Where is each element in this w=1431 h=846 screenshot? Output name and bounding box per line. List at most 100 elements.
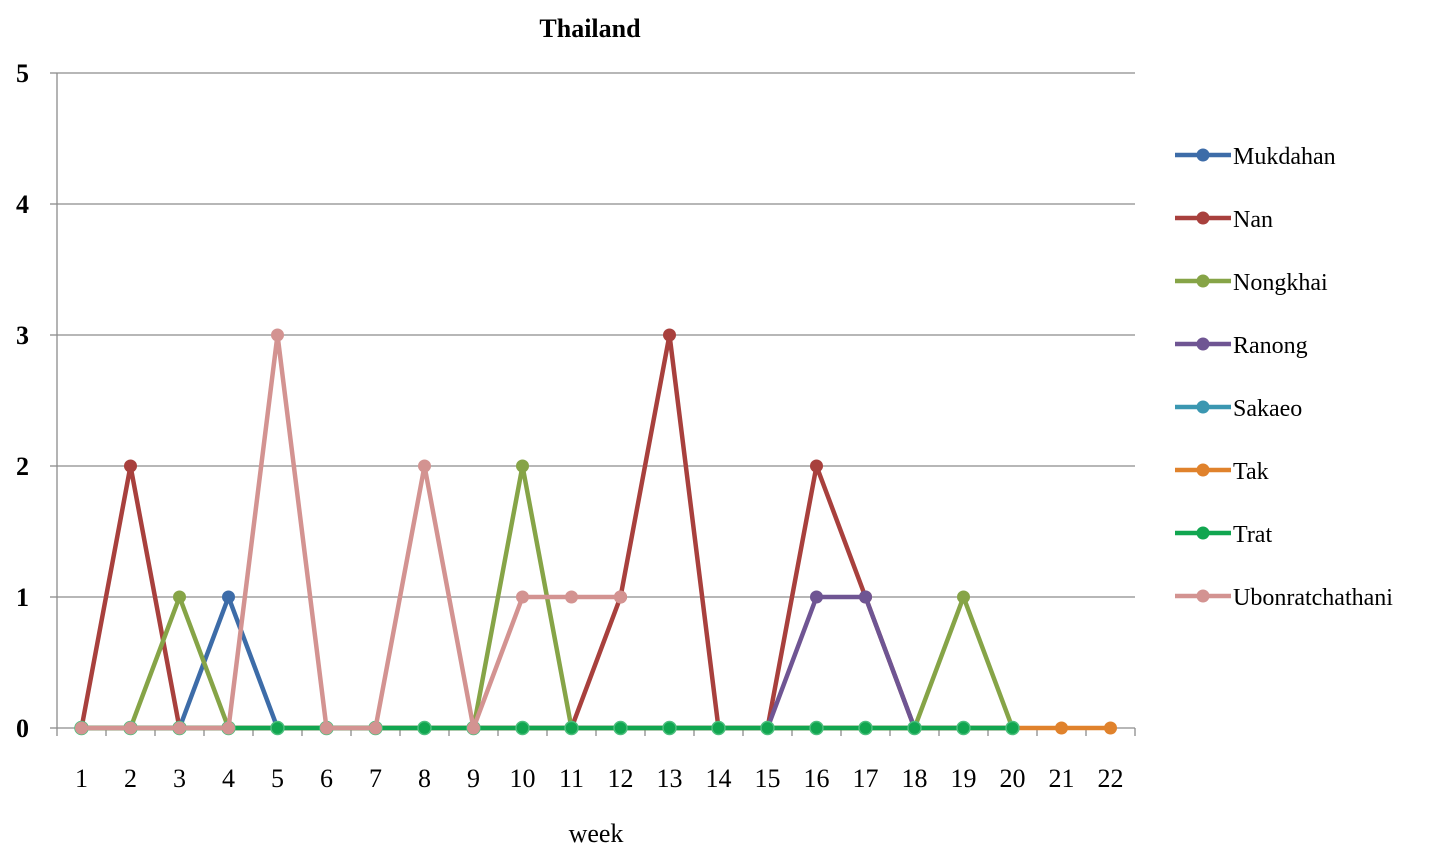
series-ubonratchathani	[75, 328, 627, 735]
legend-marker	[1196, 337, 1210, 351]
legend-label: Mukdahan	[1233, 144, 1336, 170]
legend-item-nan: Nan	[1175, 207, 1273, 233]
x-tick-labels: 1 2 3 4 5 6 7 8 9 10 11 12 13 14 15 16 17 18 19 20 21 22	[75, 764, 1124, 793]
x-tick-label: 21	[1049, 764, 1075, 793]
legend-label: Ubonratchathani	[1233, 585, 1393, 611]
legend-item-ubonratchathani: Ubonratchathani	[1175, 585, 1393, 611]
data-point	[173, 721, 186, 735]
data-point	[369, 721, 382, 735]
series-line	[79, 332, 1013, 731]
legend-marker	[1196, 589, 1210, 603]
legend-label: Sakaeo	[1233, 396, 1302, 422]
data-point	[859, 590, 872, 604]
x-tick-label: 9	[467, 764, 480, 793]
legend-marker	[1196, 526, 1210, 540]
y-tick-label: 4	[16, 190, 29, 219]
x-tick-label: 6	[320, 764, 333, 793]
data-point	[810, 459, 823, 473]
x-tick-label: 12	[608, 764, 634, 793]
legend: Mukdahan Nan Nongkhai Ranong Sakaeo Tak Trat Ub…	[1175, 144, 1393, 611]
series-mukdahan	[75, 590, 1019, 735]
data-point	[418, 459, 431, 473]
x-tick-label: 4	[222, 764, 235, 793]
y-tick-label: 0	[16, 714, 29, 743]
legend-marker	[1196, 211, 1210, 225]
data-point	[124, 721, 137, 735]
data-point	[711, 720, 726, 736]
series-lines	[74, 328, 1117, 736]
data-point	[467, 721, 480, 735]
data-point	[1005, 720, 1020, 736]
y-tick-label: 1	[16, 583, 29, 612]
data-point	[662, 720, 677, 736]
x-tick-label: 17	[853, 764, 879, 793]
legend-label: Ranong	[1233, 333, 1308, 359]
data-point	[613, 720, 628, 736]
data-point	[222, 721, 235, 735]
series-ranong	[75, 590, 1019, 735]
data-point	[956, 720, 971, 736]
data-point	[957, 590, 970, 604]
data-point	[858, 720, 873, 736]
legend-item-trat: Trat	[1175, 522, 1272, 548]
series-line	[81, 332, 621, 731]
data-point	[75, 721, 88, 735]
x-tick-label: 19	[951, 764, 977, 793]
data-point	[271, 328, 284, 342]
legend-label: Trat	[1233, 522, 1272, 548]
y-tick-label: 5	[16, 59, 29, 88]
x-tick-label: 2	[124, 764, 137, 793]
data-point	[417, 720, 432, 736]
data-point	[564, 720, 579, 736]
legend-marker	[1196, 400, 1210, 414]
x-tick-label: 15	[755, 764, 781, 793]
data-point	[320, 721, 333, 735]
x-tick-label: 14	[706, 764, 732, 793]
data-point	[1104, 721, 1117, 735]
data-point	[809, 720, 824, 736]
x-tick-label: 5	[271, 764, 284, 793]
legend-item-ranong: Ranong	[1175, 333, 1308, 359]
x-tick-label: 10	[510, 764, 536, 793]
y-tick-label: 2	[16, 452, 29, 481]
data-point	[173, 590, 186, 604]
x-tick-label: 11	[559, 764, 584, 793]
data-point	[516, 459, 529, 473]
series-nan	[75, 328, 1019, 735]
data-point	[614, 590, 627, 604]
y-tick-labels: 0 1 2 3 4 5	[16, 59, 29, 743]
data-point	[515, 720, 530, 736]
data-point	[663, 328, 676, 342]
legend-marker	[1196, 463, 1210, 477]
x-tick-label: 3	[173, 764, 186, 793]
legend-item-tak: Tak	[1175, 459, 1269, 485]
x-tick-label: 7	[369, 764, 382, 793]
legend-item-nongkhai: Nongkhai	[1175, 270, 1328, 296]
legend-marker	[1196, 148, 1210, 162]
x-tick-label: 20	[1000, 764, 1026, 793]
legend-marker	[1196, 274, 1210, 288]
gridlines	[57, 72, 1135, 598]
data-point	[516, 590, 529, 604]
legend-item-sakaeo: Sakaeo	[1175, 396, 1302, 422]
data-point	[565, 590, 578, 604]
x-tick-label: 18	[902, 764, 928, 793]
legend-item-mukdahan: Mukdahan	[1175, 144, 1336, 170]
x-tick-label: 8	[418, 764, 431, 793]
data-point	[760, 720, 775, 736]
data-point	[907, 720, 922, 736]
legend-label: Tak	[1233, 459, 1269, 485]
data-point	[222, 590, 235, 604]
legend-label: Nongkhai	[1233, 270, 1328, 296]
chart-title: Thailand	[539, 14, 641, 43]
data-point	[810, 590, 823, 604]
x-axis-label: week	[569, 819, 624, 846]
legend-label: Nan	[1233, 207, 1273, 233]
data-point	[270, 720, 285, 736]
data-point	[1055, 721, 1068, 735]
y-tick-label: 3	[16, 321, 29, 350]
x-tick-label: 1	[75, 764, 88, 793]
x-tick-label: 22	[1098, 764, 1124, 793]
x-tick-label: 16	[804, 764, 830, 793]
